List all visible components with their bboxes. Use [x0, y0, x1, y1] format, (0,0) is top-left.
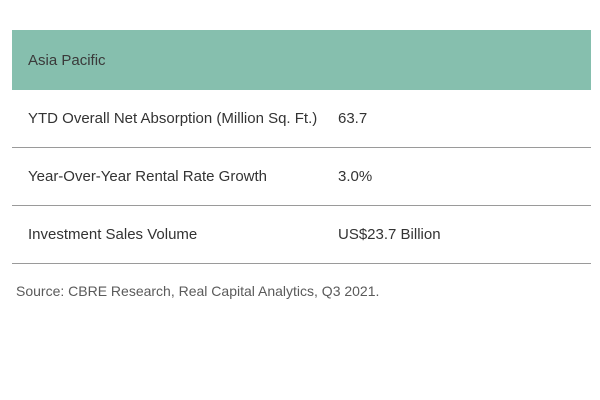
stats-table: Asia Pacific YTD Overall Net Absorption …	[12, 30, 591, 264]
table-header-title: Asia Pacific	[28, 51, 106, 69]
row-value: 63.7	[338, 110, 368, 127]
row-value: US$23.7 Billion	[338, 226, 441, 243]
row-label: Investment Sales Volume	[28, 226, 198, 243]
row-value: 3.0%	[338, 168, 373, 185]
row-label: Year-Over-Year Rental Rate Growth	[28, 168, 268, 185]
table-header: Asia Pacific	[12, 30, 591, 90]
table-row: YTD Overall Net Absorption (Million Sq. …	[12, 90, 591, 148]
table-row: Investment Sales Volume US$23.7 Billion	[12, 206, 591, 264]
table-row: Year-Over-Year Rental Rate Growth 3.0%	[12, 148, 591, 206]
source-note: Source: CBRE Research, Real Capital Anal…	[16, 283, 380, 299]
row-label: YTD Overall Net Absorption (Million Sq. …	[28, 110, 318, 127]
